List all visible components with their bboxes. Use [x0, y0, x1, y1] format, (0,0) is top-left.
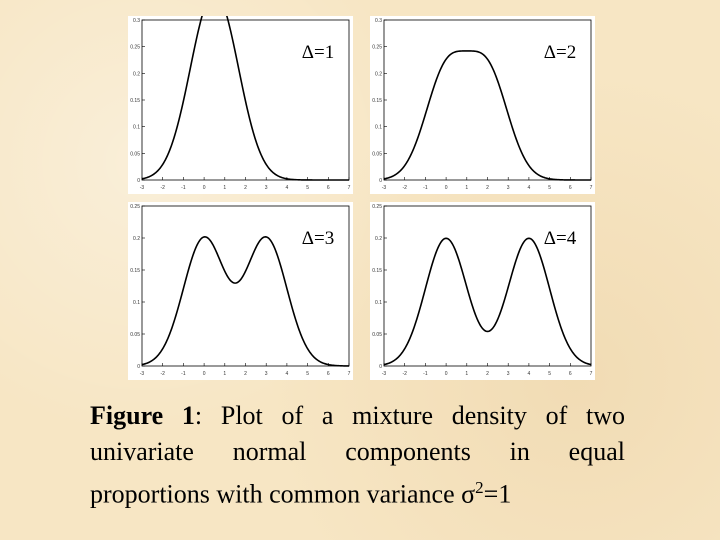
y-tick-label: 0.15 [372, 98, 382, 104]
x-tick-label: -2 [160, 371, 165, 377]
plot-delta-2: -3 -2 -1 0 1 2 3 4 5 6 7 0 0.05 0.1 0.15 0.2 0.25 0.3 Δ=2 [370, 16, 595, 194]
plot-delta-2-svg: -3 -2 -1 0 1 2 3 4 5 6 7 0 0.05 0.1 0.15 0.2 0.25 0.3 Δ=2 [370, 16, 595, 194]
x-tick-label: -3 [382, 371, 387, 377]
x-tick-label: 4 [528, 185, 531, 191]
x-tick-label: -2 [160, 185, 165, 191]
x-tick-label: 4 [286, 371, 289, 377]
density-curve [383, 50, 591, 181]
x-tick-label: 2 [486, 185, 489, 191]
y-tick-label: 0.1 [133, 300, 140, 306]
x-tick-label: 6 [327, 371, 330, 377]
y-tick-label: 0 [379, 364, 382, 370]
x-tick-label: -1 [181, 185, 186, 191]
x-tick-label: -2 [402, 371, 407, 377]
x-tick-label: 5 [548, 371, 551, 377]
plot-delta-1: -3 -2 -1 0 1 2 3 4 5 6 7 0 0.05 0.1 0.15 0.2 0.25 0.3 Δ=1 [128, 16, 353, 194]
caption-line-1: Figure 1: Plot of a mixture density of t… [90, 398, 625, 434]
x-tick-label: 3 [265, 371, 268, 377]
x-tick-label: 5 [306, 185, 309, 191]
panel-label: Δ=3 [302, 228, 334, 249]
y-tick-label: 0.2 [133, 236, 140, 242]
y-tick-label: 0.25 [372, 204, 382, 210]
y-tick-label: 0.05 [130, 151, 140, 157]
panel-label: Δ=1 [302, 42, 334, 63]
y-tick-label: 0.2 [133, 71, 140, 77]
caption-text-3: proportions with common variance σ [90, 479, 476, 509]
plot-delta-3: -3 -2 -1 0 1 2 3 4 5 6 7 0 0.05 0.1 0.15 0.2 0.25 Δ=3 [128, 202, 353, 380]
y-tick-label: 0.3 [133, 18, 140, 24]
x-tick-label: -3 [140, 185, 145, 191]
y-tick-label: 0.15 [130, 268, 140, 274]
figure-label: Figure 1 [90, 401, 195, 430]
x-tick-label: 1 [465, 185, 468, 191]
x-tick-label: -3 [382, 185, 387, 191]
y-tick-label: 0 [379, 178, 382, 184]
x-tick-label: -2 [402, 185, 407, 191]
x-tick-label: 6 [569, 185, 572, 191]
y-tick-label: 0.15 [130, 98, 140, 104]
y-tick-label: 0 [137, 364, 140, 370]
x-tick-label: 2 [244, 371, 247, 377]
x-tick-label: 7 [348, 371, 351, 377]
y-tick-label: 0.2 [375, 236, 382, 242]
x-tick-label: 5 [306, 371, 309, 377]
x-tick-label: 0 [203, 185, 206, 191]
x-tick-label: -1 [423, 185, 428, 191]
plot-background [128, 202, 353, 380]
x-tick-label: 3 [507, 185, 510, 191]
x-tick-label: 1 [465, 371, 468, 377]
density-curve [141, 236, 350, 367]
plot-delta-3-svg: -3 -2 -1 0 1 2 3 4 5 6 7 0 0.05 0.1 0.15 0.2 0.25 Δ=3 [128, 202, 353, 380]
x-tick-label: 2 [486, 371, 489, 377]
y-tick-label: 0.1 [375, 300, 382, 306]
y-tick-label: 0.3 [375, 18, 382, 24]
x-tick-label: 0 [445, 371, 448, 377]
plot-delta-1-svg: -3 -2 -1 0 1 2 3 4 5 6 7 0 0.05 0.1 0.15 0.2 0.25 0.3 Δ=1 [128, 16, 353, 194]
x-tick-label: 7 [348, 185, 351, 191]
plot-background [128, 16, 353, 194]
panel-label: Δ=4 [544, 228, 577, 249]
x-tick-label: 2 [244, 185, 247, 191]
x-tick-label: 6 [569, 371, 572, 377]
caption-superscript: 2 [475, 478, 484, 497]
x-tick-label: 7 [590, 185, 593, 191]
x-tick-label: 6 [327, 185, 330, 191]
plot-delta-4: -3 -2 -1 0 1 2 3 4 5 6 7 0 0.05 0.1 0.15 0.2 0.25 Δ=4 [370, 202, 595, 380]
panel-label: Δ=2 [544, 42, 576, 63]
y-tick-label: 0 [137, 178, 140, 184]
x-tick-label: 4 [528, 371, 531, 377]
y-tick-label: 0.1 [375, 125, 382, 131]
x-tick-label: 1 [223, 185, 226, 191]
x-tick-label: -3 [140, 371, 145, 377]
x-tick-label: 3 [507, 371, 510, 377]
plot-delta-4-svg: -3 -2 -1 0 1 2 3 4 5 6 7 0 0.05 0.1 0.15 0.2 0.25 Δ=4 [370, 202, 595, 380]
y-tick-label: 0.25 [372, 45, 382, 51]
density-curve [141, 16, 349, 181]
figure-caption: Figure 1: Plot of a mixture density of t… [90, 398, 625, 513]
x-tick-label: 1 [223, 371, 226, 377]
y-tick-label: 0.05 [372, 332, 382, 338]
x-tick-label: -1 [423, 371, 428, 377]
x-tick-label: 0 [445, 185, 448, 191]
y-tick-label: 0.05 [130, 332, 140, 338]
x-tick-label: 7 [590, 371, 593, 377]
x-tick-label: 4 [286, 185, 289, 191]
x-tick-label: -1 [181, 371, 186, 377]
y-tick-label: 0.25 [130, 45, 140, 51]
plot-background [370, 202, 595, 380]
density-curve [383, 237, 592, 366]
x-tick-label: 3 [265, 185, 268, 191]
y-tick-label: 0.1 [133, 125, 140, 131]
x-tick-label: 0 [203, 371, 206, 377]
plot-background [370, 16, 595, 194]
caption-line-3: proportions with common variance σ2=1 [90, 470, 625, 513]
y-tick-label: 0.15 [372, 268, 382, 274]
x-tick-label: 5 [548, 185, 551, 191]
y-tick-label: 0.05 [372, 151, 382, 157]
caption-text-3-end: =1 [483, 479, 512, 509]
y-tick-label: 0.25 [130, 204, 140, 210]
caption-line-2: univariate normal components in equal [90, 437, 625, 466]
caption-text-1: : Plot of a mixture density of two [194, 401, 625, 430]
y-tick-label: 0.2 [375, 71, 382, 77]
